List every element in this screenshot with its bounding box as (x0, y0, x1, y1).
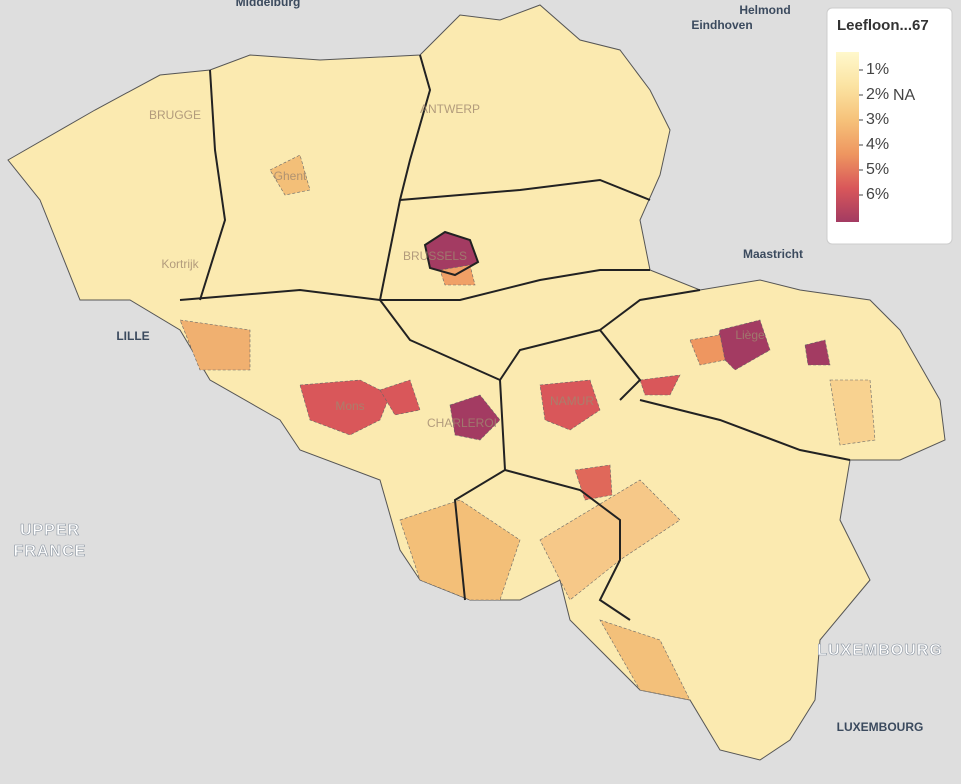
place-label: Mons (335, 399, 364, 413)
country-belgium (7, 4, 946, 761)
place-label: ANTWERP (420, 102, 480, 116)
place-label: UPPER (20, 522, 80, 539)
place-label: LUXEMBOURG (817, 642, 943, 659)
place-label: NAMUR (550, 394, 594, 408)
place-label: Helmond (739, 3, 790, 17)
place-label: LILLE (116, 329, 149, 343)
legend-na-label: NA (893, 87, 916, 104)
region-shading (179, 154, 876, 701)
legend-tick-label: 2% (866, 86, 889, 103)
place-label: BRUSSELS (403, 249, 467, 263)
place-label: Middelburg (236, 0, 301, 9)
place-label: CHARLEROI (427, 416, 497, 430)
legend-tick-label: 4% (866, 136, 889, 153)
place-label: LUXEMBOURG (837, 720, 924, 734)
legend-tick-label: 1% (866, 61, 889, 78)
place-label: Liège (735, 328, 765, 342)
place-label: FRANCE (14, 543, 87, 560)
legend-colorbar (836, 52, 859, 222)
place-label: BRUGGE (149, 108, 201, 122)
legend-tick-label: 6% (866, 186, 889, 203)
place-label: Maastricht (743, 247, 803, 261)
legend-title: Leefloon...67 (837, 17, 929, 34)
legend-tick-label: 3% (866, 111, 889, 128)
place-label: Eindhoven (691, 18, 752, 32)
province-borders (179, 54, 851, 621)
place-label: Ghent (274, 169, 307, 183)
legend-ticks: 1% 2% 3% 4% 5% 6% NA (859, 61, 916, 203)
place-label: Kortrijk (161, 257, 199, 271)
legend-tick-label: 5% (866, 161, 889, 178)
